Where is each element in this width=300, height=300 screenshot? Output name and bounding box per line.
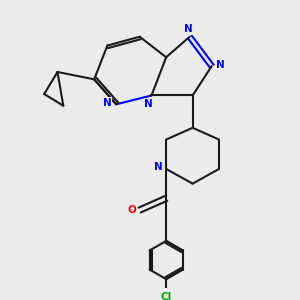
Text: N: N	[144, 99, 153, 109]
Text: N: N	[184, 24, 193, 34]
Text: N: N	[216, 60, 225, 70]
Text: Cl: Cl	[160, 292, 172, 300]
Text: N: N	[103, 98, 112, 108]
Text: O: O	[127, 205, 136, 215]
Text: N: N	[154, 162, 162, 172]
